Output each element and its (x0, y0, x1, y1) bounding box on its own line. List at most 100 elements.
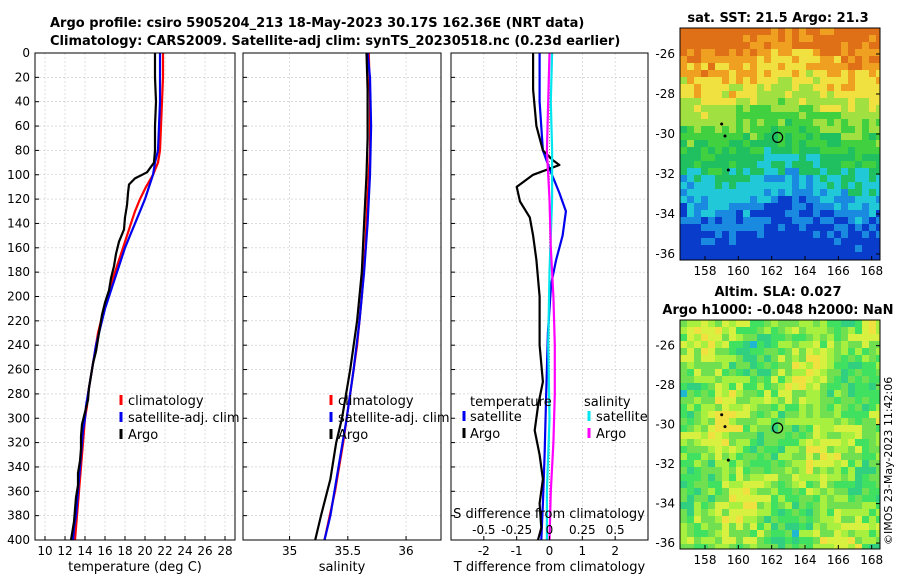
map-cell (715, 523, 723, 531)
map-cell (701, 341, 709, 349)
map-cell (862, 369, 870, 377)
map-cell (792, 238, 800, 246)
map-cell (869, 161, 877, 169)
map-cell (820, 467, 828, 475)
x-tick-label: 2 (611, 544, 619, 558)
map-cell (750, 495, 758, 503)
map-cell (764, 523, 772, 531)
map-cell (729, 397, 737, 405)
map-cell (820, 530, 828, 538)
map-cell (722, 355, 730, 363)
map-cell (869, 523, 877, 531)
map-cell (869, 369, 877, 377)
map-cell (862, 154, 870, 162)
map-cell (855, 196, 863, 204)
map-cell (862, 474, 870, 482)
map-cell (729, 327, 737, 335)
map-cell (862, 523, 870, 531)
map-cell (785, 362, 793, 370)
map-cell (729, 369, 737, 377)
map-cell (771, 404, 779, 412)
map-cell (855, 502, 863, 510)
map-cell (806, 369, 814, 377)
map-cell (834, 161, 842, 169)
map-cell (841, 175, 849, 183)
map-cell (876, 411, 881, 419)
map-cell (869, 112, 877, 120)
map-cell (827, 133, 835, 141)
map-cell (785, 474, 793, 482)
map-cell (855, 70, 863, 78)
map-cell (799, 390, 807, 398)
depth-tick-label: 180 (7, 265, 30, 279)
map-cell (743, 42, 751, 50)
map-cell (869, 231, 877, 239)
map-cell (764, 231, 772, 239)
map-cell (736, 509, 744, 517)
map-cell (764, 439, 772, 447)
map-cell (785, 530, 793, 538)
map-cell (736, 411, 744, 419)
map-cell (771, 383, 779, 391)
map-cell (687, 425, 695, 433)
map-cell (729, 544, 737, 550)
map-cell (841, 147, 849, 155)
map-cell (834, 439, 842, 447)
map-cell (855, 327, 863, 335)
depth-tick-label: 240 (7, 338, 30, 352)
map-cell (785, 348, 793, 356)
map-cell (750, 168, 758, 176)
map-cell (806, 341, 814, 349)
map-cell (771, 516, 779, 524)
map-cell (862, 495, 870, 503)
map-cell (876, 217, 881, 225)
lat-tick-label: -34 (655, 207, 675, 221)
map-cell (743, 119, 751, 127)
map-cell (785, 56, 793, 64)
map-cell (680, 362, 688, 370)
map-cell (743, 544, 751, 550)
map-cell (743, 509, 751, 517)
map-cell (687, 397, 695, 405)
map-cell (806, 397, 814, 405)
map-cell (743, 56, 751, 64)
map-cell (736, 474, 744, 482)
map-cell (715, 112, 723, 120)
map-cell (694, 28, 702, 36)
map-cell (834, 446, 842, 454)
map-cell (729, 56, 737, 64)
map-cell (848, 467, 856, 475)
map-cell (869, 105, 877, 113)
map-cell (848, 126, 856, 134)
map-cell (778, 355, 786, 363)
map-cell (694, 175, 702, 183)
map-cell (743, 488, 751, 496)
secondary-tick-label: -0.25 (501, 523, 532, 537)
map-cell (841, 530, 849, 538)
map-cell (876, 446, 881, 454)
map-cell (771, 544, 779, 550)
map-cell (701, 28, 709, 36)
map-cell (806, 348, 814, 356)
map-cell (827, 147, 835, 155)
map-cell (855, 376, 863, 384)
map-cell (778, 425, 786, 433)
map-cell (841, 418, 849, 426)
map-cell (792, 488, 800, 496)
map-cell (834, 182, 842, 190)
map-cell (729, 28, 737, 36)
map-cell (813, 439, 821, 447)
map-cell (778, 369, 786, 377)
map-cell (743, 70, 751, 78)
map-cell (708, 238, 716, 246)
map-cell (785, 196, 793, 204)
map-cell (757, 84, 765, 92)
map-cell (771, 509, 779, 517)
map-cell (729, 481, 737, 489)
map-cell (701, 252, 709, 260)
map-cell (792, 63, 800, 71)
depth-tick-label: 0 (22, 46, 30, 60)
map-cell (785, 98, 793, 106)
map-cell (757, 175, 765, 183)
series-line-argo (69, 53, 158, 541)
